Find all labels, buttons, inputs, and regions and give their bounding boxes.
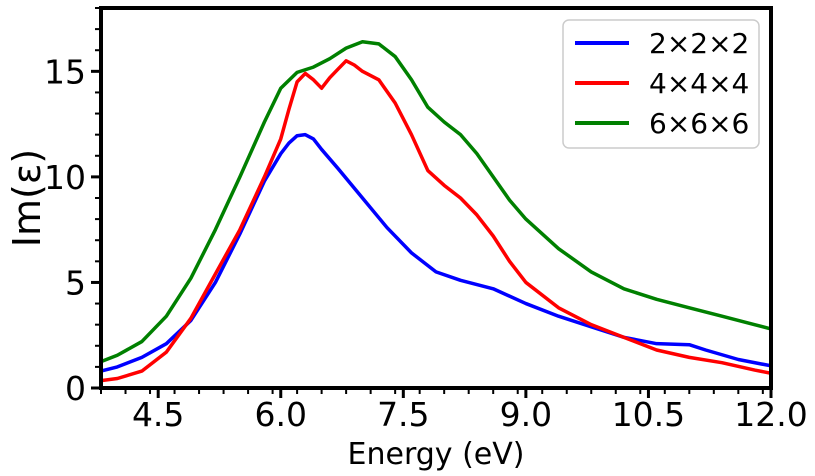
legend-box — [562, 19, 760, 149]
ticks-layer: 4.5 6.0 7.5 9.0 10.5 12.0 0 5 10 15 — [44, 7, 808, 434]
x-tick-label: 6.0 — [255, 395, 307, 434]
y-tick-label: 0 — [65, 369, 86, 408]
series-layer — [101, 40, 771, 383]
series-line-3 — [101, 40, 771, 364]
legend-entries: 2×2×2 4×4×4 6×6×6 — [575, 27, 749, 140]
y-tick-label: 5 — [65, 263, 86, 302]
legend-label-3: 6×6×6 — [649, 107, 749, 140]
x-tick-label: 7.5 — [377, 395, 429, 434]
series-line-2 — [101, 59, 771, 383]
y-axis-label: Im(ε) — [5, 149, 49, 247]
y-tick-label: 10 — [44, 158, 86, 197]
legend: 2×2×2 4×4×4 6×6×6 — [562, 19, 760, 149]
x-tick-label: 4.5 — [132, 395, 184, 434]
legend-label-1: 2×2×2 — [649, 27, 749, 60]
series-line-1 — [101, 132, 771, 373]
x-tick-label: 9.0 — [500, 395, 552, 434]
x-tick-label: 10.5 — [612, 395, 685, 434]
x-tick-label: 12.0 — [734, 395, 807, 434]
legend-label-2: 4×4×4 — [649, 67, 749, 100]
x-axis-label: Energy (eV) — [348, 437, 525, 472]
y-tick-label: 15 — [44, 52, 86, 91]
